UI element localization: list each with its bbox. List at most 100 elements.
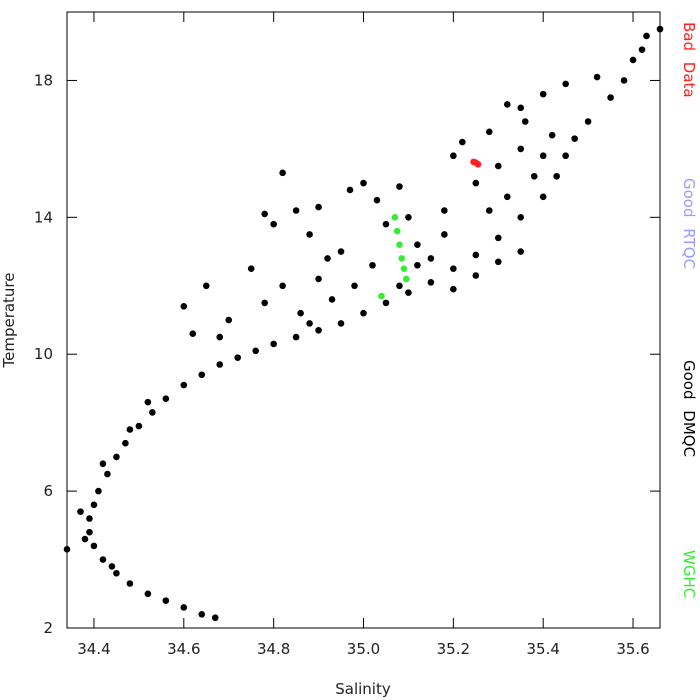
data-point [270, 340, 277, 348]
data-point [643, 32, 650, 40]
data-point [494, 258, 502, 266]
data-point [485, 207, 493, 214]
data-point [234, 354, 242, 361]
data-point [81, 535, 89, 543]
data-point [607, 94, 614, 101]
data-point [405, 289, 412, 296]
data-point [86, 528, 93, 536]
data-point [548, 131, 556, 139]
data-point [77, 508, 84, 515]
data-point [306, 231, 313, 238]
data-point [382, 299, 390, 307]
data-point [261, 210, 268, 218]
data-point [135, 422, 143, 430]
x-axis-label: Salinity [335, 680, 391, 698]
data-point [216, 333, 224, 341]
data-point [396, 282, 403, 290]
data-point [441, 231, 448, 238]
data-point [315, 326, 322, 334]
data-point [441, 207, 448, 214]
data-point [63, 545, 71, 553]
data-point [113, 569, 120, 577]
data-point [315, 203, 322, 211]
data-point [211, 614, 219, 622]
data-point [95, 487, 102, 495]
y-tick-label: 14 [34, 208, 53, 226]
data-point [360, 309, 367, 317]
data-point [414, 261, 421, 269]
data-point [393, 227, 401, 235]
data-point [198, 611, 206, 618]
data-point [382, 220, 390, 228]
data-point [472, 272, 480, 279]
data-point [656, 25, 664, 33]
data-point [593, 73, 601, 81]
y-axis-label: Temperature [0, 272, 18, 368]
data-point [562, 80, 569, 88]
data-point [571, 135, 578, 142]
data-point [162, 597, 170, 604]
data-point [180, 604, 188, 611]
data-point [629, 56, 637, 64]
x-tick-label: 35.4 [526, 640, 559, 658]
data-point [553, 172, 560, 180]
data-point [328, 296, 336, 303]
data-point [472, 251, 480, 259]
data-point [144, 590, 152, 598]
data-point [459, 138, 466, 146]
y-tick-label: 2 [43, 619, 53, 637]
data-point [90, 501, 98, 509]
data-point [108, 563, 116, 570]
data-point [126, 426, 134, 433]
data-point [351, 282, 358, 290]
data-point [346, 186, 354, 194]
data-point [521, 118, 529, 125]
plot-frame [66, 11, 661, 629]
data-point [539, 193, 547, 201]
data-point [517, 214, 525, 221]
data-point [396, 241, 403, 249]
data-point [373, 196, 381, 204]
data-point [427, 255, 435, 262]
data-point [225, 316, 233, 324]
data-point [90, 542, 98, 550]
data-point [149, 409, 156, 416]
data-point [414, 241, 421, 249]
data-point [86, 515, 93, 522]
data-point [485, 128, 493, 136]
data-point [450, 152, 457, 160]
data-point [180, 381, 188, 389]
data-point [620, 77, 628, 84]
data-point [337, 248, 345, 255]
x-tick-label: 35.0 [347, 640, 380, 658]
data-point [252, 347, 259, 355]
legend-entry: Good RTQC [680, 178, 698, 269]
data-point [261, 299, 268, 307]
data-point [113, 453, 120, 461]
data-point [517, 104, 525, 112]
data-point [402, 275, 410, 283]
data-point [378, 292, 385, 300]
data-point [470, 158, 477, 166]
data-point [530, 172, 538, 180]
data-point [369, 261, 376, 269]
data-point [398, 255, 405, 262]
legend-entry: Good DMQC [680, 360, 698, 457]
data-point [427, 279, 435, 286]
data-point [539, 152, 547, 160]
data-point [144, 398, 152, 406]
data-point [391, 214, 399, 221]
data-point [270, 220, 277, 228]
data-point [279, 169, 286, 177]
data-point [539, 90, 547, 98]
data-point [405, 214, 412, 221]
data-point [279, 282, 286, 290]
data-point [292, 333, 300, 341]
data-point [216, 361, 224, 368]
data-point [162, 395, 170, 403]
data-point [126, 580, 134, 587]
data-point [99, 460, 107, 468]
data-point [472, 179, 480, 187]
data-point [198, 371, 206, 379]
data-point [562, 152, 569, 160]
